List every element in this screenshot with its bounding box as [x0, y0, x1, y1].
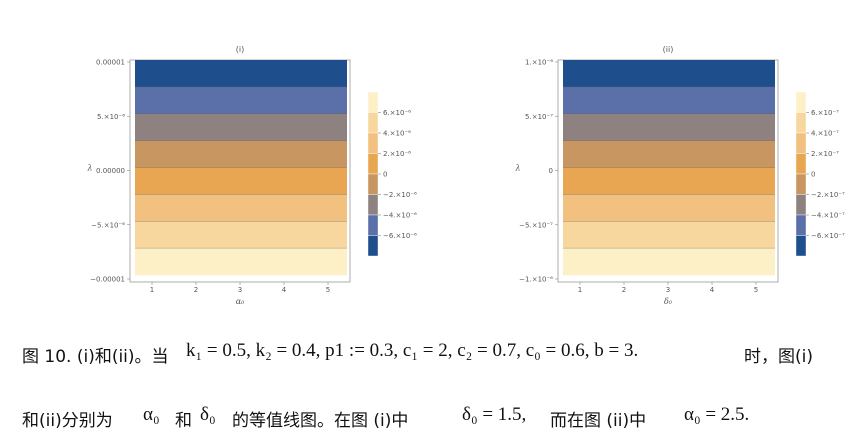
- legend-swatch-8: [795, 235, 807, 257]
- contour-band-7: [135, 221, 347, 249]
- legend-swatch-8: [367, 235, 379, 257]
- legend-swatch-3: [795, 132, 807, 154]
- contour-band-8: [563, 248, 775, 276]
- legend-label: 6.×10⁻⁷: [811, 109, 839, 117]
- caption-delta-value: δ₀ = 1.5,: [462, 404, 527, 425]
- y-tick-label: 1.×10⁻⁶: [525, 59, 553, 67]
- contour-band-3: [135, 113, 347, 141]
- y-tick-label: 5.×10⁻⁷: [525, 113, 553, 121]
- contour-band-8: [135, 248, 347, 276]
- caption-and: 和: [175, 411, 192, 431]
- contour-band-4: [135, 140, 347, 168]
- caption-parameters: k₁ = 0.5, k₂ = 0.4, p1 := 0.3, c₁ = 2, c…: [186, 340, 639, 361]
- y-tick-label: 0.00001: [96, 59, 125, 67]
- legend-label: 0: [383, 171, 387, 179]
- x-tick-label: 2: [622, 286, 626, 294]
- caption-prefix: 图 10. (i)和(ii)。当: [22, 347, 169, 367]
- caption-alpha-symbol: α₀: [143, 404, 160, 425]
- contour-band-5: [135, 167, 347, 195]
- contour-band-4: [563, 140, 775, 168]
- x-tick-label: 3: [238, 286, 242, 294]
- legend-label: −2.×10⁻⁶: [383, 191, 417, 199]
- legend-label: −2.×10⁻⁷: [811, 191, 845, 199]
- contour-band-6: [135, 194, 347, 222]
- legend-swatch-4: [367, 153, 379, 175]
- x-axis-label: α₀: [236, 297, 245, 306]
- legend-label: −4.×10⁻⁷: [811, 212, 845, 220]
- legend-label: 0: [811, 171, 815, 179]
- contour-plot-ii: (ii) 1.×10⁻⁶ 5.×10⁻⁷ 0 −5.×10⁻⁷ −1.×10⁻⁶ λ 1 2 3 4…: [428, 40, 848, 310]
- legend-swatch-4: [795, 153, 807, 175]
- contour-band-1: [563, 60, 775, 88]
- y-tick-label: 5.×10⁻⁶: [97, 113, 125, 121]
- contour-band-6: [563, 194, 775, 222]
- legend-label: −6.×10⁻⁶: [383, 232, 417, 240]
- legend-label: 4.×10⁻⁷: [811, 130, 839, 138]
- contour-band-3: [563, 113, 775, 141]
- y-tick-label: −1.×10⁻⁶: [519, 276, 553, 284]
- panel-title: (i): [236, 45, 244, 54]
- caption-alpha-value: α₀ = 2.5.: [684, 404, 750, 425]
- x-tick-label: 3: [666, 286, 670, 294]
- y-tick-label: −5.×10⁻⁶: [91, 221, 125, 229]
- legend-swatch-3: [367, 132, 379, 154]
- y-axis-label: λ: [86, 164, 92, 173]
- legend-swatch-6: [795, 194, 807, 216]
- x-tick-label: 1: [578, 286, 582, 294]
- panel-title: (ii): [663, 45, 674, 54]
- caption-delta-symbol: δ₀: [200, 404, 216, 425]
- x-axis-label: δ₀: [664, 297, 673, 306]
- caption-suffix: 时，图(i): [744, 347, 813, 367]
- legend-swatch-6: [367, 194, 379, 216]
- legend-swatch-1: [795, 91, 807, 113]
- legend-swatch-2: [367, 112, 379, 134]
- x-tick-label: 4: [710, 286, 715, 294]
- caption-line2-part1: 和(ii)分别为: [22, 411, 113, 431]
- legend-swatch-7: [795, 214, 807, 236]
- legend-label: 4.×10⁻⁶: [383, 130, 411, 138]
- x-tick-label: 4: [282, 286, 287, 294]
- x-tick-label: 2: [194, 286, 198, 294]
- contour-band-2: [563, 86, 775, 115]
- x-tick-label: 5: [754, 286, 758, 294]
- contour-band-5: [563, 167, 775, 195]
- legend-label: 6.×10⁻⁶: [383, 109, 411, 117]
- legend-swatch-5: [795, 173, 807, 195]
- legend-label: −6.×10⁻⁷: [811, 232, 845, 240]
- caption-line2-part3: 而在图 (ii)中: [550, 411, 647, 431]
- contour-band-2: [135, 86, 347, 115]
- legend-swatch-2: [795, 112, 807, 134]
- x-tick-label: 5: [326, 286, 330, 294]
- caption-line2-part2: 的等值线图。在图 (i)中: [232, 411, 409, 431]
- legend-label: 2.×10⁻⁶: [383, 150, 411, 158]
- contour-band-1: [135, 60, 347, 88]
- y-tick-label: −0.00001: [90, 276, 125, 284]
- x-tick-label: 1: [150, 286, 154, 294]
- contour-plot-i: (i) 0.00001 5.×10⁻⁶ 0.00000 −5.×10⁻⁶ −0.00001…: [0, 40, 420, 310]
- legend-label: 2.×10⁻⁷: [811, 150, 839, 158]
- contour-band-7: [563, 221, 775, 249]
- y-axis-label: λ: [514, 164, 520, 173]
- y-tick-label: 0.00000: [96, 167, 125, 175]
- legend-swatch-7: [367, 214, 379, 236]
- legend-swatch-5: [367, 173, 379, 195]
- legend-label: −4.×10⁻⁶: [383, 212, 417, 220]
- legend-swatch-1: [367, 91, 379, 113]
- y-tick-label: −5.×10⁻⁷: [519, 221, 553, 229]
- y-tick-label: 0: [549, 167, 553, 175]
